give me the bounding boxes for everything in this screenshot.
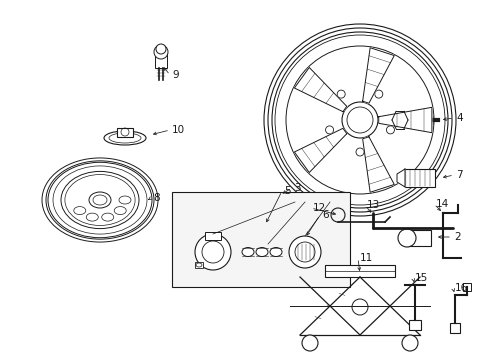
Circle shape bbox=[341, 102, 377, 138]
Text: 9: 9 bbox=[172, 70, 178, 80]
Circle shape bbox=[397, 229, 415, 247]
Bar bbox=[195, 262, 203, 268]
Circle shape bbox=[271, 32, 447, 208]
Ellipse shape bbox=[119, 196, 131, 204]
Polygon shape bbox=[294, 67, 346, 112]
Circle shape bbox=[288, 236, 320, 268]
Text: 2: 2 bbox=[453, 232, 460, 242]
Ellipse shape bbox=[114, 207, 126, 215]
Circle shape bbox=[337, 90, 345, 98]
Text: 8: 8 bbox=[153, 193, 159, 203]
Text: 3: 3 bbox=[293, 183, 300, 193]
Text: 16: 16 bbox=[454, 283, 468, 293]
Circle shape bbox=[401, 335, 417, 351]
Text: 15: 15 bbox=[414, 273, 427, 283]
Bar bbox=[204, 232, 221, 240]
Polygon shape bbox=[396, 169, 404, 187]
Ellipse shape bbox=[256, 248, 267, 256]
Bar bbox=[172, 192, 349, 287]
Circle shape bbox=[154, 45, 168, 59]
Circle shape bbox=[374, 90, 382, 98]
Bar bbox=[449, 323, 459, 333]
Bar bbox=[117, 128, 133, 137]
Ellipse shape bbox=[61, 171, 139, 229]
Text: 13: 13 bbox=[366, 200, 380, 210]
Ellipse shape bbox=[104, 131, 146, 145]
Circle shape bbox=[156, 44, 165, 54]
Bar bbox=[462, 283, 470, 291]
Circle shape bbox=[302, 335, 317, 351]
Text: 10: 10 bbox=[172, 125, 185, 135]
Text: 6: 6 bbox=[321, 210, 328, 220]
Ellipse shape bbox=[86, 213, 98, 221]
Circle shape bbox=[351, 299, 367, 315]
Text: 11: 11 bbox=[359, 253, 372, 263]
Ellipse shape bbox=[102, 213, 114, 221]
Bar bbox=[406, 230, 430, 246]
Bar bbox=[325, 265, 394, 277]
Circle shape bbox=[386, 126, 394, 134]
Text: 4: 4 bbox=[455, 113, 462, 123]
Ellipse shape bbox=[242, 248, 253, 256]
Bar bbox=[155, 52, 167, 68]
Text: 7: 7 bbox=[455, 170, 462, 180]
Polygon shape bbox=[362, 48, 393, 103]
Text: 12: 12 bbox=[312, 203, 325, 213]
Polygon shape bbox=[362, 137, 393, 192]
Text: 5: 5 bbox=[284, 186, 290, 196]
Ellipse shape bbox=[269, 248, 282, 256]
Circle shape bbox=[325, 126, 333, 134]
Text: 14: 14 bbox=[435, 199, 448, 209]
Bar bbox=[404, 169, 434, 187]
Polygon shape bbox=[378, 107, 431, 133]
Ellipse shape bbox=[89, 192, 111, 208]
Ellipse shape bbox=[74, 207, 85, 215]
Circle shape bbox=[195, 234, 230, 270]
Polygon shape bbox=[294, 128, 346, 172]
Circle shape bbox=[355, 148, 363, 156]
Bar bbox=[408, 320, 420, 330]
Ellipse shape bbox=[48, 162, 152, 238]
